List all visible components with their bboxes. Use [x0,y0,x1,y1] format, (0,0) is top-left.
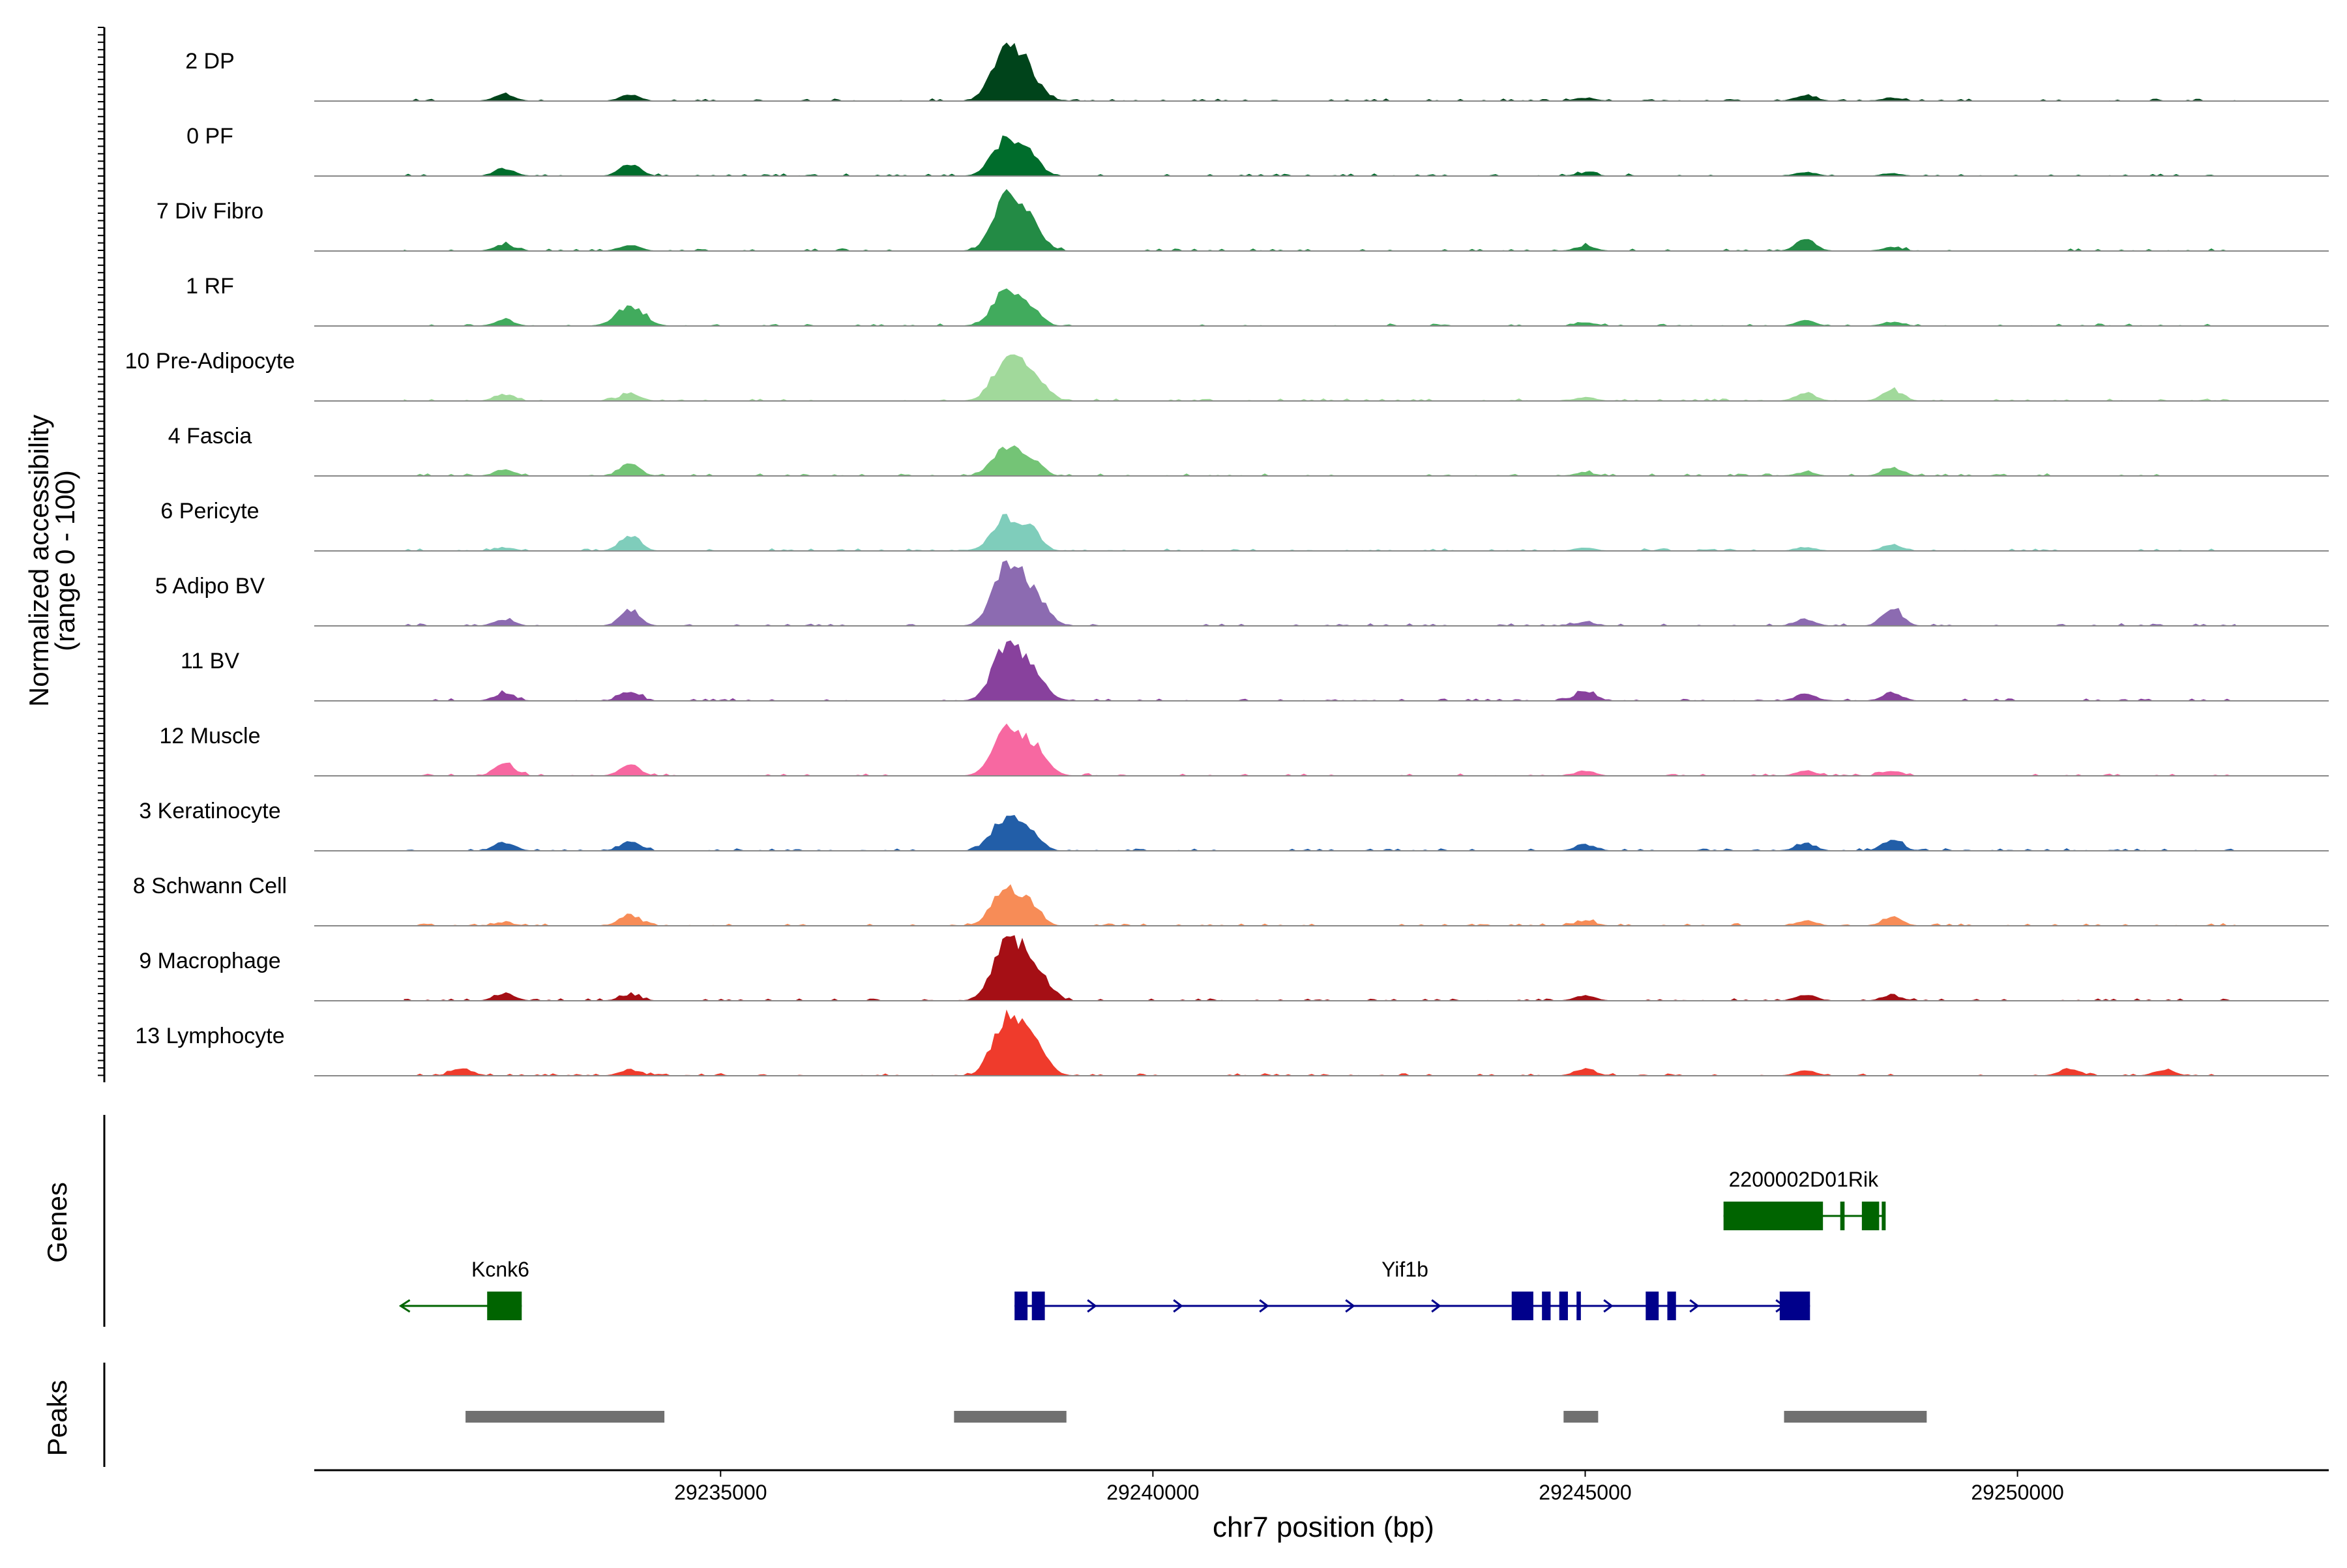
track-label: 1 RF [186,274,234,299]
x-tick-label: 29240000 [1106,1481,1199,1504]
genes-panel: Genes Kcnk6 Yif1b 2200002D01Rik [42,1115,1886,1327]
gene-Yif1b: Yif1b [1014,1258,1810,1320]
track-7: 6 Pericyte [160,499,2329,552]
track-6: 4 Fascia [168,424,2329,477]
gene-exon [1576,1292,1581,1320]
peak-region [465,1411,665,1423]
strand-arrow [398,1299,411,1313]
track-coverage-area [404,640,2236,702]
track-label: 0 PF [186,124,233,149]
track-label: 13 Lymphocyte [135,1024,284,1048]
track-coverage-area [404,288,2236,327]
gene-exon [1861,1202,1880,1230]
track-14: 13 Lymphocyte [135,1009,2329,1076]
track-label: 10 Pre-Adipocyte [125,349,295,374]
accessibility-tracks: 2 DP 0 PF 7 Div Fibro 1 RF 10 Pre-Adipocyte 4… [125,42,2329,1076]
track-coverage-area [404,514,2236,552]
track-coverage-area [404,884,2237,926]
gene-exon [1014,1292,1028,1320]
gene-label: 2200002D01Rik [1729,1168,1880,1191]
y-axis: Normalized accessibility (range 0 - 100) [23,27,106,1082]
strand-arrow [1689,1299,1700,1313]
y-axis-label-line1: Normalized accessibility [23,415,54,707]
strand-arrow [1173,1299,1183,1313]
gene-exon [1882,1202,1886,1230]
peaks-panel-label: Peaks [42,1380,72,1457]
track-coverage-area [404,42,2237,102]
strand-arrow [1431,1299,1441,1313]
track-9: 11 BV [181,640,2329,702]
track-coverage-area [404,189,2236,252]
x-axis-title: chr7 position (bp) [1213,1511,1434,1543]
track-coverage-area [404,135,2236,177]
gene-label: Kcnk6 [471,1258,529,1281]
track-coverage-area [404,1009,2236,1076]
track-11: 3 Keratinocyte [139,799,2329,851]
peak-region [954,1411,1067,1423]
track-label: 2 DP [185,49,235,74]
strand-arrow [1087,1299,1097,1313]
gene-exon [1031,1292,1045,1320]
track-coverage-area [404,815,2236,851]
gene-exon [1723,1202,1823,1230]
gene-exon [1542,1292,1551,1320]
track-1: 2 DP [185,42,2329,102]
gene-exon [1511,1292,1533,1320]
track-label: 5 Adipo BV [155,574,265,599]
x-tick-label: 29250000 [1971,1481,2063,1504]
gene-2200002D01Rik: 2200002D01Rik [1723,1168,1886,1230]
peak-region [1563,1411,1599,1423]
x-tick-label: 29235000 [674,1481,767,1504]
strand-arrow [1345,1299,1355,1313]
track-label: 9 Macrophage [139,949,280,973]
gene-Kcnk6: Kcnk6 [398,1258,529,1320]
peaks-panel: Peaks [42,1363,1927,1467]
track-10: 12 Muscle [160,723,2329,777]
gene-label: Yif1b [1381,1258,1428,1281]
gene-exon [1646,1292,1659,1320]
track-label: 4 Fascia [168,424,252,449]
track-label: 3 Keratinocyte [139,799,280,823]
gene-exon [1779,1292,1810,1320]
track-label: 11 BV [181,649,239,673]
strand-arrow [1603,1299,1614,1313]
genes-panel-label: Genes [42,1182,72,1263]
track-label: 6 Pericyte [160,499,259,524]
track-8: 5 Adipo BV [155,560,2329,627]
track-coverage-area [404,354,2236,402]
track-12: 8 Schwann Cell [133,874,2329,926]
track-2: 0 PF [186,124,2329,177]
y-axis-label-line2: (range 0 - 100) [50,470,80,651]
track-coverage-area [404,935,2236,1001]
gene-exon [487,1292,522,1320]
track-coverage-area [404,723,2236,777]
strand-arrow [1259,1299,1269,1313]
track-label: 8 Schwann Cell [133,874,287,898]
gene-exon [1667,1292,1676,1320]
gene-exon [1840,1202,1845,1230]
gene-exon [1559,1292,1568,1320]
peak-region [1784,1411,1927,1423]
track-4: 1 RF [186,274,2329,327]
x-tick-label: 29245000 [1539,1481,1631,1504]
x-axis: chr7 position (bp) 29235000 29240000 29245… [314,1469,2329,1543]
track-13: 9 Macrophage [139,935,2329,1001]
track-label: 7 Div Fibro [156,199,263,224]
track-3: 7 Div Fibro [156,189,2329,252]
track-coverage-area [404,445,2236,477]
track-coverage-area [404,560,2237,627]
track-5: 10 Pre-Adipocyte [125,349,2329,402]
track-label: 12 Muscle [160,724,261,748]
